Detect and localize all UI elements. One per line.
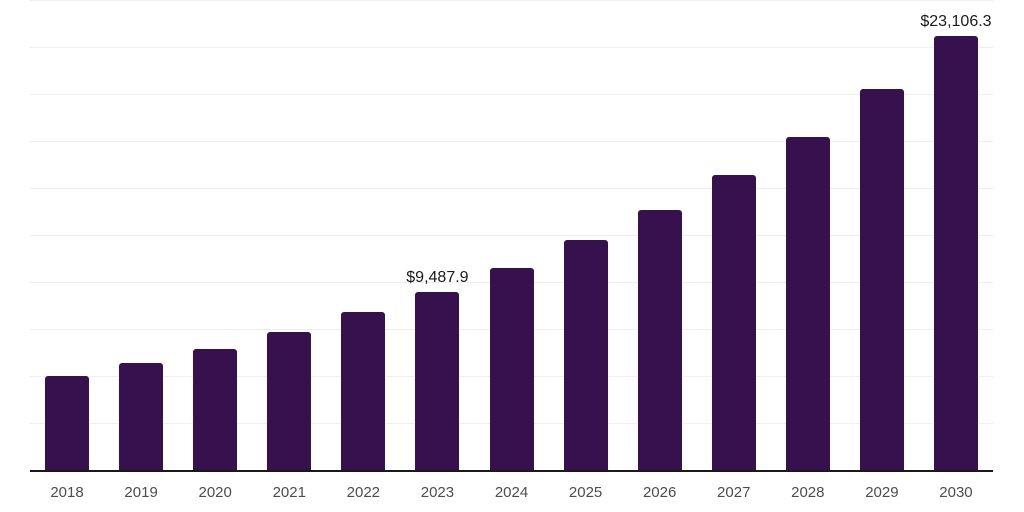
bar-slot-2028 <box>771 137 845 470</box>
bar-slot-2022 <box>326 311 400 470</box>
bar-slot-2030: $23,106.3 <box>919 12 993 470</box>
x-tick-label-2027: 2027 <box>717 484 751 501</box>
gridline <box>30 188 993 189</box>
bar-2021 <box>267 332 312 470</box>
x-tick-label-2018: 2018 <box>50 484 84 501</box>
bar-slot-2026 <box>623 209 697 470</box>
bar-slot-2019 <box>104 362 178 470</box>
bars-container: $9,487.9 $23,106.3 <box>30 0 993 470</box>
x-tick-label-2024: 2024 <box>494 484 529 501</box>
bar-2025 <box>563 239 608 470</box>
bar-2024 <box>489 267 534 470</box>
bar-slot-2025 <box>549 239 623 470</box>
gridline <box>30 235 993 236</box>
x-tick-label-2026: 2026 <box>642 484 677 501</box>
gridline <box>30 141 993 142</box>
bar-slot-2029 <box>845 89 919 470</box>
x-tick-label-2023: 2023 <box>420 484 455 501</box>
bar-2028 <box>785 137 830 470</box>
x-tick-label-2022: 2022 <box>346 484 381 501</box>
bar-slot-2018 <box>30 376 104 470</box>
bar-2020 <box>193 349 238 470</box>
gridline <box>30 47 993 48</box>
gridline <box>30 94 993 95</box>
x-tick-label-2030: 2030 <box>939 484 973 501</box>
bar-2026 <box>637 209 682 470</box>
bar-slot-2024 <box>474 267 548 470</box>
bar-2029 <box>859 89 904 470</box>
x-tick-label-2021: 2021 <box>272 484 306 501</box>
bar-slot-2027 <box>697 174 771 470</box>
gridline <box>30 0 993 1</box>
x-tick-label-2029: 2029 <box>865 484 899 501</box>
bar-slot-2021 <box>252 332 326 470</box>
plot-area: $9,487.9 $23,106.3 <box>30 0 993 472</box>
bar-2027 <box>711 174 756 470</box>
x-axis-labels: 2018 2019 2020 2021 2022 2023 2024 2025 2026 2027… <box>30 484 993 501</box>
x-tick-label-2028: 2028 <box>791 484 825 501</box>
x-tick-label-2025: 2025 <box>568 484 603 501</box>
bar-2023 <box>415 291 460 470</box>
bar-value-label-2023: $9,487.9 <box>406 268 469 286</box>
bar-value-label-2030: $23,106.3 <box>920 12 992 30</box>
bar-slot-2023: $9,487.9 <box>400 268 474 470</box>
x-tick-label-2019: 2019 <box>124 484 158 501</box>
bar-2022 <box>341 311 386 470</box>
x-tick-label-2020: 2020 <box>198 484 232 501</box>
bar-2030 <box>933 35 978 470</box>
bar-2018 <box>45 376 90 470</box>
bar-2019 <box>119 362 164 470</box>
bar-slot-2020 <box>178 349 252 470</box>
